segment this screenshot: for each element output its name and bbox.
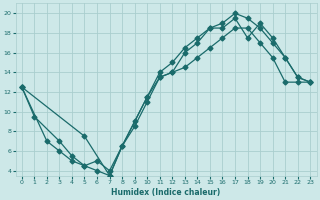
- X-axis label: Humidex (Indice chaleur): Humidex (Indice chaleur): [111, 188, 221, 197]
